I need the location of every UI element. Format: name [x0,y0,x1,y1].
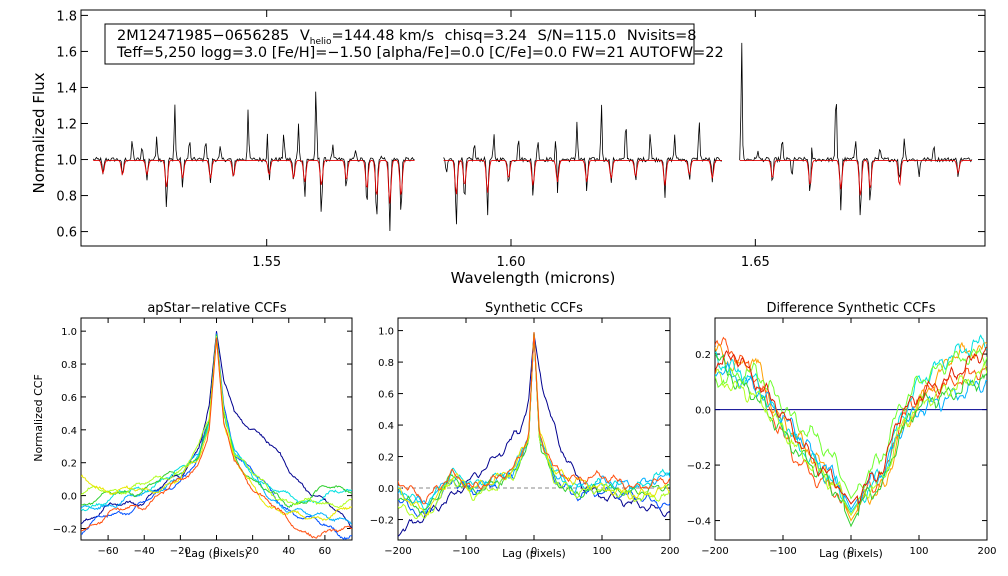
ccf-panel-2-xlabel: Lag (pixels) [502,547,566,560]
ccf-panel-3-ytick-label: −0.4 [687,517,711,528]
spectrum-ytick-label: 0.8 [56,190,77,205]
ccf-panel-3-visit-5-line [715,353,987,528]
ccf-panel-2-ytick-label: 1.0 [378,327,394,338]
vhelio-subscript: helio [310,37,332,47]
ccf-panel-3-xtick-label: 0 [848,546,854,557]
ccf-panel-2-xtick-label: −100 [452,546,479,557]
spectrum-frame [80,9,986,247]
spectrum-xtick-label: 1.60 [497,255,526,270]
ccf-panel-3-visit-6-line [715,362,987,517]
ccf-panel-1-visit-2-line [81,332,352,540]
ccf-panel-1-ytick-label: −0.2 [53,524,77,535]
spectrum-observed-chip-1 [92,91,415,232]
snr-value: S/N=115.0 [538,28,617,44]
ccf-panel-1-ylabel: Normalized CCF [32,374,45,462]
ccf-panel-1-ytick-label: 0.2 [61,459,77,470]
ccf-panel-3-ytick-label: 0.0 [695,406,711,417]
ccf-panel-2-ytick-label: 0.2 [378,453,394,464]
stellar-params: Teff=5,250 logg=3.0 [Fe/H]=−1.50 [alpha/… [116,45,724,61]
ccf-panel-2-visit-8-line [398,332,670,505]
ccf-panel-1-ytick-label: 0.4 [61,426,77,437]
chisq-value: chisq=3.24 [445,28,527,44]
ccf-panel-3-axes: −200 −100 0 100 200 −0.4 −0.2 0.0 0.2 [687,317,997,557]
ccf-panel-3-visit-8-line [715,346,987,505]
ccf-panel-1-visit-5-line [81,334,352,508]
ccf-panel-1-xtick-label: −40 [134,546,155,557]
svg-text:2M12471985−0656285 Vheli: 2M12471985−0656285 Vhelio=144.48 km/s ch… [117,28,697,47]
ccf-panel-1-xtick-label: 40 [282,546,295,557]
ccf-panel-3-title: Difference Synthetic CCFs [766,301,935,316]
ccf-panel-2-xtick-label: 200 [660,546,679,557]
ccf-panel-2-title: Synthetic CCFs [485,301,583,316]
ccf-panel-1-visit-8-line [81,337,352,539]
ccf-panel-1-xtick-label: 20 [246,546,259,557]
spectrum-ytick-label: 1.0 [56,154,77,169]
ccf-panel-2-xtick-label: 0 [531,546,537,557]
spectrum-ytick-label: 0.6 [56,226,77,241]
ccf-panel-1-title: apStar−relative CCFs [147,301,287,316]
ccf-panel-3-visit-7-line [715,347,987,500]
ccf-panel-3-xlabel: Lag (pixels) [819,547,883,560]
spectrum-model-chip-1 [93,159,415,204]
vhelio-label: V [300,28,310,44]
ccf-panel-2-ytick-label: 0.0 [378,484,394,495]
ccf-panel-3-ytick-label: 0.2 [695,350,711,361]
ccf-panel-2-ytick-label: −0.2 [370,516,394,527]
info-box: 2M12471985−0656285 Vhelio=144.48 km/s ch… [104,23,724,65]
spectrum-ytick-label: 1.6 [56,45,77,60]
ccf-panel-2-xtick-label: 100 [592,546,611,557]
nvisits-value: Nvisits=8 [627,28,697,44]
ccf-panel-1-ytick-label: 0.0 [61,492,77,503]
ccf-panel-1-visit-6-line [81,336,352,509]
ccf-panel-3-ytick-label: −0.2 [687,461,711,472]
ccf-panel-2-ytick-label: 0.6 [378,390,394,401]
spectrum-ytick-label: 1.2 [56,117,77,132]
spectrum-observed-chip-2 [443,104,722,225]
ccf-panel-1-ytick-label: 1.0 [61,327,77,338]
spectrum-ytick-label: 1.8 [56,9,77,24]
vhelio-value: =144.48 km/s [332,28,434,44]
ccf-panel-1-xtick-label: −60 [98,546,119,557]
spectrum-model-chip-3 [739,159,972,196]
ccf-panel-1-xtick-label: 0 [213,546,219,557]
spectrum-xlabel: Wavelength (microns) [451,269,616,287]
star-id: 2M12471985−0656285 [117,28,289,44]
ccf-panel-2-ytick-label: 0.4 [378,421,394,432]
spectrum-ylabel: Normalized Flux [30,72,48,193]
ccf-panel-2-axes: −200 −100 0 100 200 −0.2 0.0 0.2 0.4 0.6 0.8 1.0 [370,317,680,557]
spectrum-xtick-label: 1.55 [252,255,281,270]
ccf-panel-3-xtick-label: −100 [769,546,796,557]
ccf-panel-3-visit-2-line [715,341,987,522]
ccf-panel-1-axes: −60 −40 −20 0 20 40 60 −0.2 0.0 0.2 0.4 0.6 0.8 1.0 [53,317,353,557]
ccf-panel-1-visit-1-line [81,331,352,529]
ccf-panel-1-xlabel: Lag (pixels) [185,547,249,560]
spectrum-ytick-label: 1.4 [56,81,77,96]
ccf-panel-3-xtick-label: 200 [977,546,996,557]
ccf-panel-1-xtick-label: 60 [319,546,332,557]
ccf-panel-1-xtick-label: −20 [170,546,191,557]
spectrum-observed-chip-3 [739,42,973,216]
ccf-panel-3-xtick-label: 100 [909,546,928,557]
ccf-panel-1-ytick-label: 0.6 [61,393,77,404]
ccf-panel-2-xtick-label: −200 [384,546,411,557]
ccf-panel-3-xtick-label: −200 [701,546,728,557]
spectrum-xtick-label: 1.65 [741,255,770,270]
spectrum-model-chip-2 [443,159,722,195]
spectrum-axes: 1.55 1.60 1.65 0.6 0.8 1.0 1.2 1.4 1.6 1.8 [56,9,986,270]
ccf-panel-1-ytick-label: 0.8 [61,360,77,371]
ccf-panel-2-ytick-label: 0.8 [378,358,394,369]
